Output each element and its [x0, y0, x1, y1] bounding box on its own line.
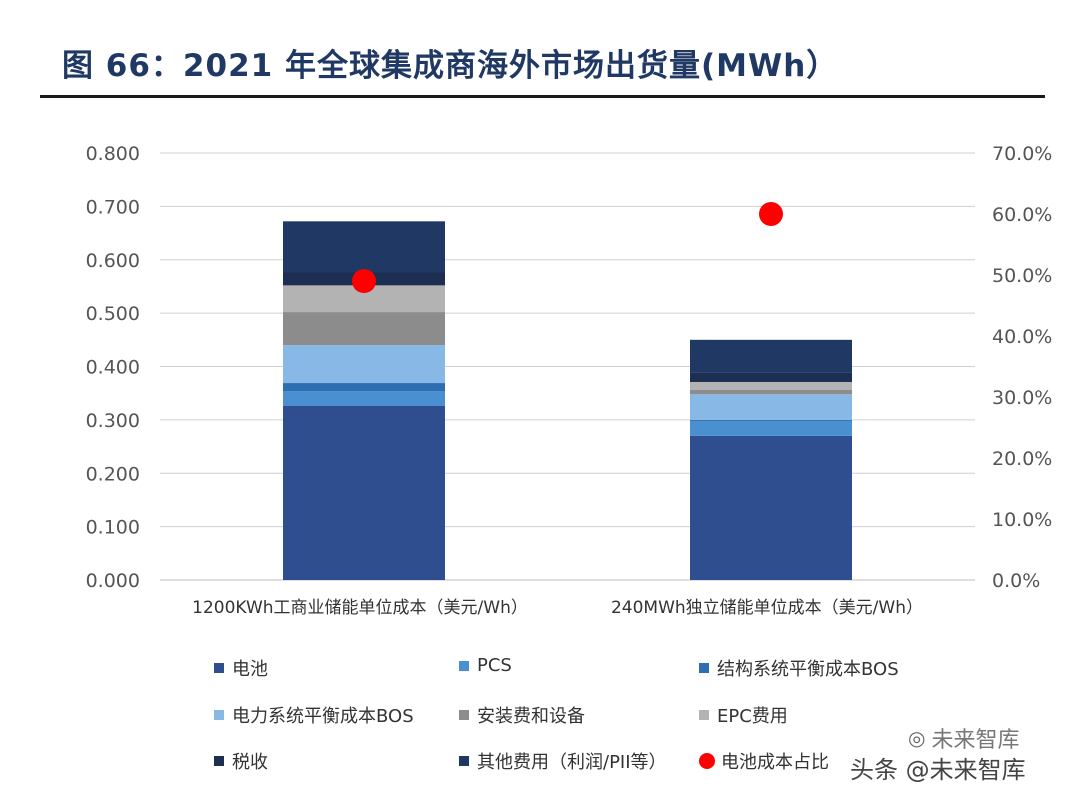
bar-segment	[283, 383, 445, 392]
legend-label: 电力系统平衡成本BOS	[232, 706, 414, 727]
bar-segment	[283, 345, 445, 384]
legend-label: 电池成本占比	[721, 752, 829, 773]
bar-segment	[690, 435, 852, 580]
legend-label: 安装费和设备	[477, 706, 585, 727]
bar-segment	[690, 420, 852, 436]
x-axis: 1200KWh工商业储能单位成本（美元/Wh） 240MWh独立储能单位成本（美元…	[192, 598, 923, 618]
watermark-bottom: 头条 @未来智库	[850, 750, 1026, 785]
y-tick-label: 0.000	[86, 570, 140, 592]
legend-swatch	[214, 663, 224, 673]
bar-segment	[283, 312, 445, 346]
battery-share-point	[759, 202, 783, 226]
bar-segment	[690, 381, 852, 390]
bar-segment	[690, 339, 852, 373]
legend-item: 安装费和设备	[459, 702, 585, 728]
legend-item: 税收	[214, 748, 268, 774]
y-tick-label: 0.300	[86, 410, 140, 432]
legend-item: PCS	[459, 655, 512, 676]
bars	[283, 221, 852, 580]
stacked-bar-chart: 0.000 0.100 0.200 0.300 0.400 0.500 0.600 0.700…	[86, 143, 1053, 618]
y-tick-label: 0.400	[86, 357, 140, 379]
y2-tick-label: 60.0%	[992, 204, 1052, 226]
x-category-label: 1200KWh工商业储能单位成本（美元/Wh）	[192, 598, 528, 618]
y-tick-label: 0.600	[86, 250, 140, 272]
legend-item: 电池成本占比	[699, 748, 829, 774]
y2-tick-label: 10.0%	[992, 509, 1052, 531]
chart-title: 图 66：2021 年全球集成商海外市场出货量(MWh）	[62, 48, 839, 84]
title-divider	[40, 95, 1045, 98]
legend-item: 电力系统平衡成本BOS	[214, 702, 414, 728]
y-axis-right: 0.0% 10.0% 20.0% 30.0% 40.0% 50.0% 60.0% 70.0%	[992, 143, 1052, 592]
bar-segment	[283, 405, 445, 580]
watermark-top: ◎ 未来智库	[908, 722, 1019, 754]
watermark-bottom-text: 头条 @未来智库	[850, 756, 1026, 784]
legend-label: 税收	[232, 752, 268, 773]
battery-share-point	[352, 269, 376, 294]
y2-tick-label: 20.0%	[992, 448, 1052, 470]
bar-segment	[283, 391, 445, 406]
legend-item: EPC费用	[699, 702, 788, 728]
legend-swatch	[459, 756, 469, 766]
chart-legend: 电池 PCS 结构系统平衡成本BOS 电力系统平衡成本BOS 安装费和设备 EPC费用税收…	[214, 650, 974, 780]
legend-label: PCS	[477, 655, 512, 676]
bar-segment	[690, 419, 852, 421]
legend-item: 其他费用（利润/PII等）	[459, 748, 667, 774]
bar-segment	[690, 389, 852, 395]
bar-segment	[690, 372, 852, 382]
y-tick-label: 0.100	[86, 517, 140, 539]
y-axis-left: 0.000 0.100 0.200 0.300 0.400 0.500 0.600 0.700…	[86, 143, 140, 592]
legend-swatch	[459, 660, 469, 671]
legend-swatch	[699, 710, 709, 720]
y2-tick-label: 70.0%	[992, 143, 1052, 165]
watermark-top-text: 未来智库	[931, 728, 1020, 753]
legend-marker-dot	[699, 753, 715, 769]
x-category-label: 240MWh独立储能单位成本（美元/Wh）	[611, 598, 923, 618]
legend-label: 其他费用（利润/PII等）	[477, 752, 667, 773]
bar-segment	[690, 394, 852, 420]
y-tick-label: 0.200	[86, 463, 140, 485]
legend-label: EPC费用	[717, 706, 788, 727]
legend-swatch	[459, 710, 469, 720]
y-tick-label: 0.700	[86, 196, 140, 218]
gridlines	[160, 152, 975, 581]
legend-item: 结构系统平衡成本BOS	[699, 655, 899, 681]
legend-label: 电池	[232, 659, 268, 680]
legend-swatch	[214, 710, 224, 720]
legend-label: 结构系统平衡成本BOS	[717, 659, 899, 680]
legend-swatch	[699, 663, 709, 673]
y2-tick-label: 0.0%	[992, 570, 1040, 592]
legend-swatch	[214, 756, 224, 766]
wechat-icon: ◎	[908, 726, 926, 750]
y2-tick-label: 30.0%	[992, 387, 1052, 409]
legend-item: 电池	[214, 655, 268, 681]
y2-tick-label: 50.0%	[992, 265, 1052, 287]
battery-share-points	[352, 202, 783, 294]
y-tick-label: 0.800	[86, 143, 140, 165]
y-tick-label: 0.500	[86, 303, 140, 325]
bar-segment	[283, 221, 445, 273]
y2-tick-label: 40.0%	[992, 326, 1052, 348]
